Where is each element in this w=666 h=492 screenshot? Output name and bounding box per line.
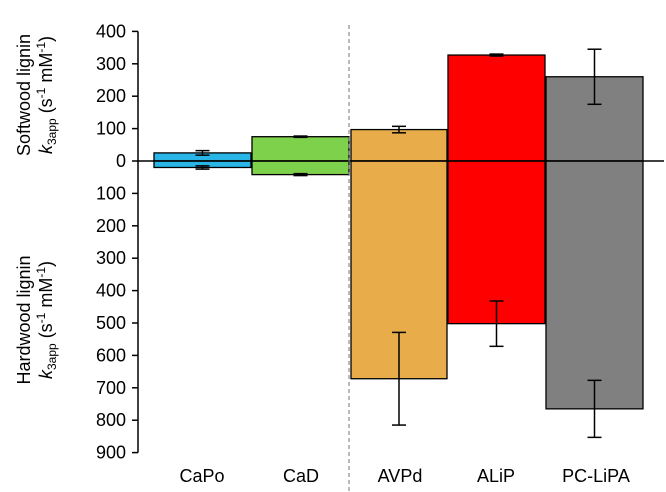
y-tick-label-hardwood: 300 [96, 248, 126, 268]
svg-text:k3app (s-1 mM-1): k3app (s-1 mM-1) [34, 36, 59, 154]
y-axis-title-hardwood: Hardwood lignin k3app (s-1 mM-1) [14, 255, 59, 384]
category-labels-layer: CaPo CaD AVPd ALiP PC-LiPA [179, 466, 629, 486]
y-tick-label-hardwood: 700 [96, 378, 126, 398]
error-bar-softwood-alip [489, 53, 504, 57]
category-label-capo: CaPo [179, 466, 224, 486]
y-tick-label-softwood: 200 [96, 86, 126, 106]
y-tick-label-hardwood: 100 [96, 183, 126, 203]
bar-hardwood-alip [447, 160, 546, 325]
error-bar-softwood-pc-lipa [587, 48, 602, 106]
error-bar-hardwood-cad [293, 172, 308, 177]
bars-layer [153, 54, 644, 410]
bar-softwood-cad [251, 136, 350, 162]
tick-labels-layer: 400 300 200 100 0 100 200 300 400 500 600 700 800 900 [96, 21, 126, 462]
category-label-pc-lipa: PC-LiPA [562, 466, 630, 486]
y-tick-label-softwood: 300 [96, 54, 126, 74]
error-bar-softwood-avpd [392, 125, 406, 134]
y-tick-label-hardwood: 800 [96, 410, 126, 430]
y-tick-label-hardwood: 600 [96, 345, 126, 365]
y-tick-label-hardwood: 900 [96, 443, 126, 463]
error-bar-softwood-capo [195, 149, 210, 156]
category-label-cad: CaD [283, 466, 319, 486]
y-tick-label-softwood: 0 [116, 151, 126, 171]
y-tick-label-hardwood: 400 [96, 281, 126, 301]
category-label-alip: ALiP [477, 466, 515, 486]
error-bar-softwood-cad [293, 135, 308, 139]
bar-hardwood-cad [251, 160, 350, 176]
category-label-avpd: AVPd [378, 466, 423, 486]
error-bar-hardwood-avpd [392, 331, 406, 426]
svg-text:k3app (s-1 mM-1): k3app (s-1 mM-1) [34, 261, 59, 379]
svg-text:Softwood lignin: Softwood lignin [14, 34, 34, 156]
svg-text:Hardwood lignin: Hardwood lignin [14, 255, 34, 384]
error-bar-hardwood-capo [195, 165, 210, 170]
y-tick-label-hardwood: 200 [96, 216, 126, 236]
y-axis-title-softwood: Softwood lignin k3app (s-1 mM-1) [14, 34, 59, 156]
bar-softwood-avpd [350, 128, 448, 162]
y-axis-title-hardwood-line1: Hardwood lignin [14, 255, 34, 384]
axes-layer [132, 25, 664, 492]
error-bars-layer [195, 48, 602, 439]
bar-softwood-alip [447, 54, 546, 162]
y-tick-label-hardwood: 500 [96, 313, 126, 333]
error-bar-hardwood-alip [489, 300, 504, 348]
y-axis-title-softwood-line1: Softwood lignin [14, 34, 34, 156]
y-tick-label-softwood: 400 [96, 21, 126, 41]
error-bar-hardwood-pc-lipa [587, 379, 602, 439]
bar-hardwood-pc-lipa [545, 160, 644, 410]
y-tick-label-softwood: 100 [96, 119, 126, 139]
